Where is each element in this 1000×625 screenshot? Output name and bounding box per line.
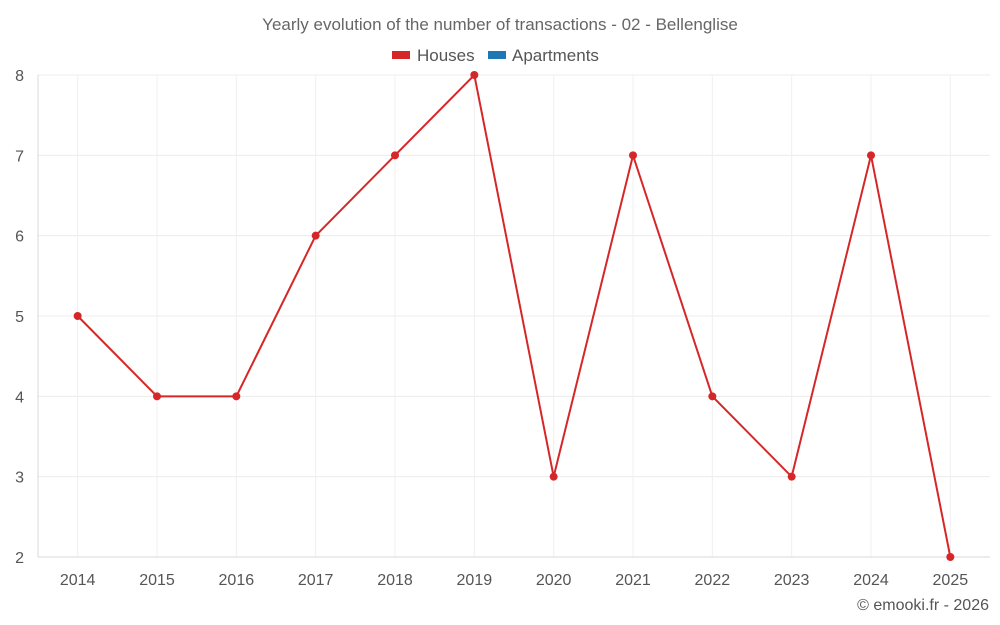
y-tick-4: 4 [15,389,24,406]
y-tick-3: 3 [15,470,24,487]
y-tick-6: 6 [15,229,24,246]
x-tick-2023: 2023 [774,572,810,589]
series-layer [73,71,955,561]
data-point-houses-2016[interactable] [232,392,241,401]
x-axis-ticks: 2014 2015 2016 2017 2018 2019 2020 2021 2022 2023… [60,572,968,589]
credit-text: © emooki.fr - 2026 [857,597,989,614]
legend-item-houses[interactable]: Houses [392,46,475,65]
legend-label-apartments: Apartments [512,46,599,65]
x-tick-2021: 2021 [615,572,651,589]
x-tick-2018: 2018 [377,572,413,589]
y-tick-5: 5 [15,309,24,326]
x-tick-2025: 2025 [933,572,969,589]
x-tick-2024: 2024 [853,572,889,589]
data-point-houses-2014[interactable] [73,312,82,320]
legend-swatch-apartments [488,51,506,59]
data-point-houses-2018[interactable] [391,151,399,160]
y-axis-ticks: 2 3 4 5 6 7 8 [15,68,24,567]
data-point-houses-2015[interactable] [153,392,161,401]
y-tick-2: 2 [15,550,24,567]
x-tick-2020: 2020 [536,572,572,589]
data-point-houses-2024[interactable] [867,151,875,160]
axes [37,75,990,558]
data-point-houses-2019[interactable] [470,71,479,79]
x-tick-2016: 2016 [219,572,255,589]
x-tick-2017: 2017 [298,572,334,589]
series-houses [73,71,955,561]
data-point-houses-2020[interactable] [549,472,558,481]
legend-swatch-houses [392,51,410,59]
legend-label-houses: Houses [417,46,475,65]
grid [38,74,990,558]
y-tick-8: 8 [15,68,24,85]
legend-item-apartments[interactable]: Apartments [488,46,599,65]
data-point-houses-2025[interactable] [946,553,955,561]
x-tick-2022: 2022 [695,572,731,589]
data-point-houses-2022[interactable] [708,392,717,401]
series-line-houses [76,72,952,558]
legend: Houses Apartments [392,46,599,65]
x-tick-2015: 2015 [139,572,175,589]
data-point-houses-2023[interactable] [787,472,796,481]
y-tick-7: 7 [15,148,24,165]
data-point-houses-2021[interactable] [629,151,637,160]
x-tick-2014: 2014 [60,572,96,589]
x-tick-2019: 2019 [457,572,493,589]
chart-title: Yearly evolution of the number of transa… [262,15,738,34]
data-point-houses-2017[interactable] [311,231,320,240]
